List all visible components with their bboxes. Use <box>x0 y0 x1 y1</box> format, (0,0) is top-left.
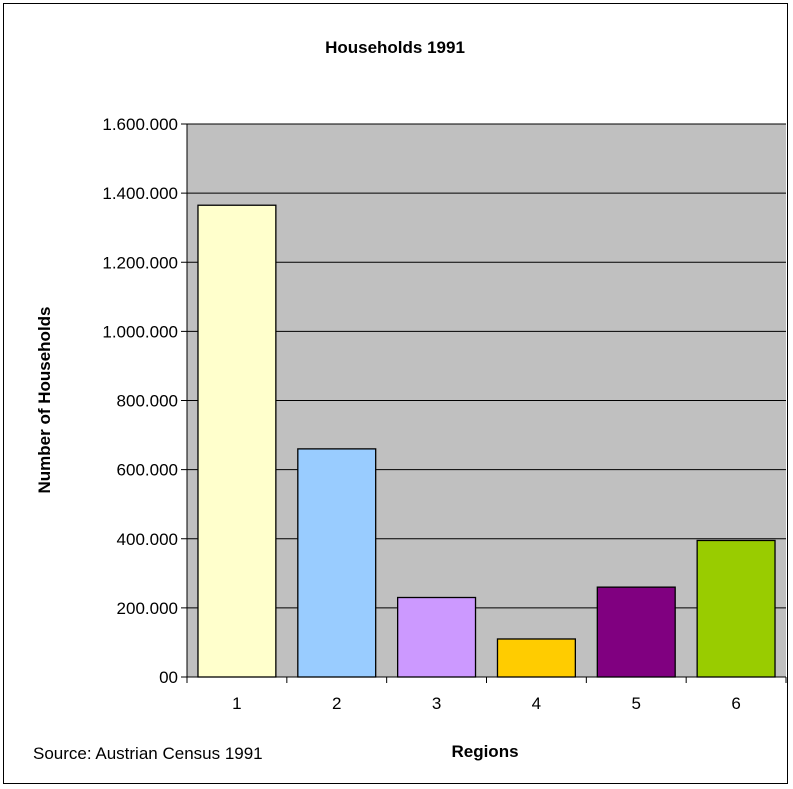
bar-region-5 <box>596 586 676 678</box>
y-tick-label: 200.000 <box>117 599 178 618</box>
bar-region-1 <box>197 204 277 678</box>
x-axis-title: Regions <box>451 742 518 761</box>
gridlines <box>187 123 786 609</box>
source-note: Source: Austrian Census 1991 <box>33 744 263 763</box>
y-axis-title: Number of Households <box>35 306 54 493</box>
bar-region-3 <box>396 596 477 678</box>
x-tick-label: 6 <box>731 694 740 713</box>
bar-region-4 <box>496 638 577 678</box>
axes <box>181 123 787 683</box>
y-tick-label: 1.000.000 <box>102 322 178 341</box>
x-tick-label: 1 <box>232 694 241 713</box>
bar-region-6 <box>696 539 776 678</box>
y-tick-label: 600.000 <box>117 461 178 480</box>
bars <box>197 204 776 678</box>
bar-region-2 <box>297 448 377 678</box>
y-tick-label: 1.200.000 <box>102 253 178 272</box>
y-tick-label: 800.000 <box>117 392 178 411</box>
x-tick-label: 4 <box>532 694 541 713</box>
y-tick-labels: 00 200.000 400.000 600.000 800.000 1.000.000 1… <box>102 115 178 687</box>
y-tick-label: 00 <box>159 668 178 687</box>
chart-title: Households 1991 <box>325 38 465 57</box>
x-tick-label: 2 <box>332 694 341 713</box>
x-tick-labels: 1 2 3 4 5 6 <box>232 694 741 713</box>
y-tick-label: 1.600.000 <box>102 115 178 134</box>
y-tick-label: 1.400.000 <box>102 184 178 203</box>
x-tick-label: 3 <box>432 694 441 713</box>
y-tick-label: 400.000 <box>117 530 178 549</box>
x-tick-label: 5 <box>632 694 641 713</box>
